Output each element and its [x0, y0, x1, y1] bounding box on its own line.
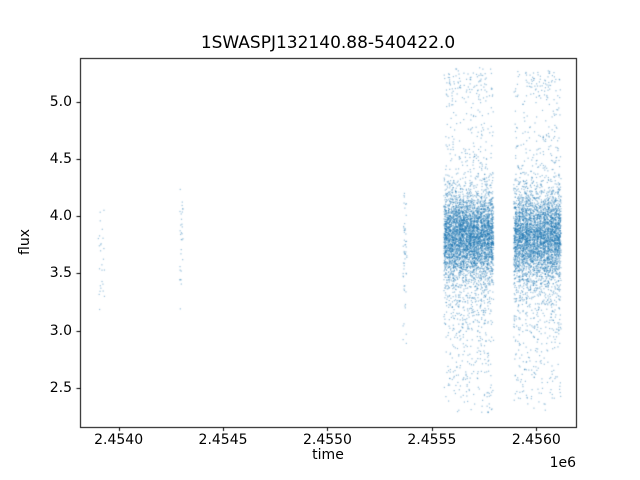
plot-title: 1SWASPJ132140.88-540422.0 — [200, 33, 456, 53]
y-tick-label: 5.0 — [49, 93, 72, 110]
x-axis-offset-label: 1e6 — [549, 455, 576, 471]
x-tick-label: 2.4555 — [407, 432, 457, 448]
y-tick-label: 2.5 — [49, 380, 72, 397]
y-tick-label: 4.5 — [49, 150, 72, 167]
y-tick-label: 4.0 — [49, 208, 72, 225]
x-tick-label: 2.4550 — [302, 432, 352, 448]
y-axis-label: flux — [17, 229, 33, 255]
x-tick-label: 2.4540 — [94, 432, 144, 448]
x-axis-label: time — [312, 447, 344, 463]
y-tick-label: 3.0 — [49, 322, 72, 339]
x-tick-label: 2.4560 — [511, 432, 561, 448]
y-tick-label: 3.5 — [49, 265, 72, 282]
x-tick-label: 2.4545 — [198, 432, 248, 448]
